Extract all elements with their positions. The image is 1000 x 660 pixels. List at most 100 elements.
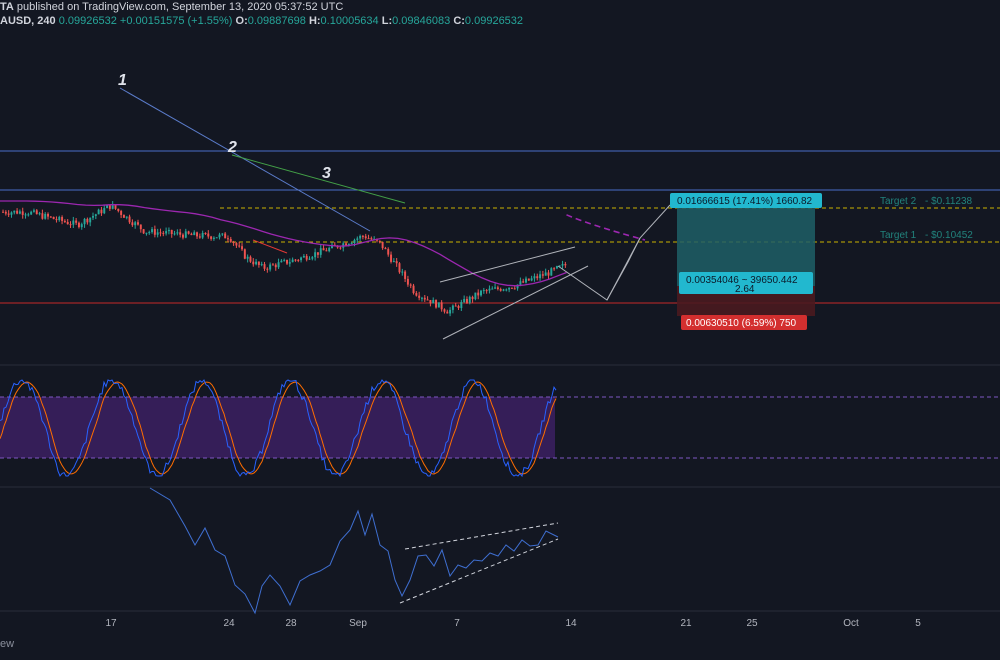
candle-body bbox=[429, 300, 432, 304]
candle-body bbox=[499, 289, 502, 291]
candle-body bbox=[412, 285, 415, 294]
candle-body bbox=[165, 231, 168, 234]
target-value-1: - $0.10452 bbox=[925, 230, 973, 241]
candle-body bbox=[370, 238, 373, 240]
candle-body bbox=[106, 205, 109, 209]
candle-body bbox=[137, 222, 139, 225]
candle-body bbox=[502, 289, 505, 291]
candle-body bbox=[16, 210, 19, 214]
osc-channel-lower bbox=[399, 538, 559, 604]
wave-label-3: 3 bbox=[322, 165, 331, 182]
candle-body bbox=[331, 244, 333, 249]
candle-body bbox=[541, 274, 544, 276]
candle-body bbox=[2, 211, 5, 213]
header-line-ohlc: AUSD, 240 0.09926532 +0.00151575 (+1.55%… bbox=[0, 15, 524, 27]
x-tick-label: Oct bbox=[843, 618, 859, 629]
candle-body bbox=[83, 218, 86, 225]
candle-body bbox=[418, 295, 421, 298]
candle-body bbox=[437, 302, 440, 308]
candle-body bbox=[179, 232, 182, 235]
x-tick-label: 7 bbox=[454, 618, 460, 629]
candle-body bbox=[378, 240, 381, 242]
candle-body bbox=[485, 290, 488, 292]
candle-body bbox=[176, 232, 179, 234]
candle-body bbox=[38, 213, 41, 215]
candle-body bbox=[249, 256, 252, 262]
candle-body bbox=[390, 254, 393, 262]
candle-body bbox=[63, 220, 66, 222]
candle-body bbox=[41, 213, 44, 219]
candle-body bbox=[274, 264, 277, 268]
stoch-k-line bbox=[0, 379, 557, 478]
wave-marker-red bbox=[252, 239, 288, 254]
candle-body bbox=[72, 220, 75, 225]
candle-body bbox=[218, 234, 221, 238]
candle-body bbox=[522, 281, 525, 283]
candle-body bbox=[44, 213, 47, 219]
candle-body bbox=[302, 255, 305, 258]
candle-body bbox=[480, 290, 482, 296]
entry-label: 0.00354046 ~ 39650.442 bbox=[686, 275, 798, 286]
candle-body bbox=[297, 259, 300, 261]
candle-body bbox=[339, 247, 342, 249]
candle-body bbox=[406, 278, 409, 285]
candle-body bbox=[32, 210, 35, 212]
candle-body bbox=[13, 210, 16, 213]
candle-body bbox=[196, 232, 199, 237]
high-value: 0.10005634 bbox=[320, 15, 379, 27]
candle-body bbox=[308, 258, 311, 260]
projection-path-2 bbox=[606, 204, 671, 301]
candle-body bbox=[525, 278, 527, 283]
candle-body bbox=[18, 211, 21, 214]
target-label-2: Target 2 bbox=[880, 196, 917, 207]
x-tick-label: 14 bbox=[565, 618, 577, 629]
candle-body bbox=[294, 259, 297, 261]
candle-body bbox=[117, 208, 120, 212]
candle-body bbox=[80, 224, 83, 228]
candle-body bbox=[392, 261, 395, 263]
candle-body bbox=[184, 231, 187, 238]
candle-body bbox=[226, 238, 229, 240]
candle-body bbox=[35, 210, 38, 215]
price-change: +0.00151575 (+1.55%) bbox=[119, 15, 233, 27]
candle-body bbox=[409, 284, 412, 286]
candle-body bbox=[449, 309, 452, 314]
entry-label-bg bbox=[679, 272, 813, 294]
candle-body bbox=[125, 216, 128, 218]
candle-body bbox=[139, 224, 142, 230]
candle-body bbox=[280, 260, 283, 263]
open-value: 0.09887698 bbox=[247, 15, 306, 27]
candle-body bbox=[488, 288, 491, 291]
candle-body bbox=[505, 289, 508, 291]
candle-body bbox=[286, 259, 288, 264]
candle-body bbox=[283, 259, 286, 261]
candle-body bbox=[539, 274, 542, 279]
candle-body bbox=[432, 299, 435, 304]
candle-body bbox=[314, 252, 317, 258]
stoch-d-line bbox=[0, 381, 557, 475]
candle-body bbox=[167, 229, 170, 232]
candle-body bbox=[443, 309, 446, 312]
candle-body bbox=[359, 235, 362, 239]
candle-body bbox=[558, 265, 561, 267]
candle-body bbox=[387, 249, 390, 255]
x-tick-label: 25 bbox=[746, 618, 758, 629]
candle-body bbox=[468, 296, 471, 303]
moving-average-line bbox=[0, 200, 567, 287]
header-line-publish: TA published on TradingView.com, Septemb… bbox=[0, 1, 343, 14]
candle-body bbox=[401, 271, 404, 273]
ma-projection-dashed bbox=[566, 214, 646, 241]
candle-body bbox=[173, 233, 176, 235]
oscillator-line bbox=[149, 487, 559, 615]
candle-body bbox=[215, 237, 218, 239]
candle-body bbox=[131, 222, 134, 226]
high-label: H: bbox=[308, 15, 321, 27]
candle-body bbox=[142, 229, 145, 234]
candle-body bbox=[243, 249, 246, 259]
candle-body bbox=[148, 232, 151, 234]
candle-body bbox=[395, 261, 398, 264]
x-tick-label: 24 bbox=[223, 618, 235, 629]
candle-body bbox=[496, 287, 499, 290]
x-tick-label: 28 bbox=[285, 618, 297, 629]
